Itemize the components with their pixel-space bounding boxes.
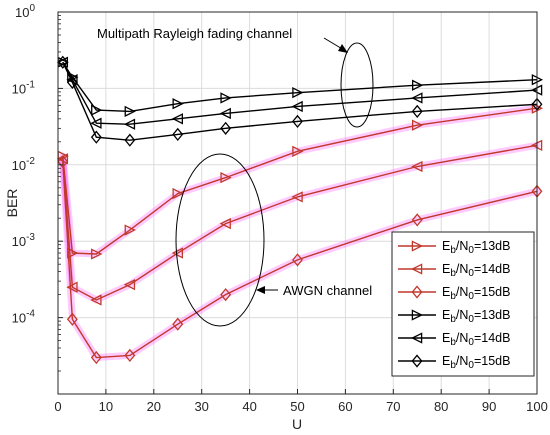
data-point	[220, 287, 232, 302]
legend-swatch-marker	[411, 354, 423, 368]
series-line	[62, 107, 538, 255]
legend-box	[391, 231, 535, 377]
legend-item: Eb/N0=15dB	[398, 285, 510, 302]
data-point	[124, 224, 136, 236]
legend-swatch-marker	[411, 285, 423, 299]
series-line	[62, 61, 538, 125]
legend-label: Eb/N0=15dB	[442, 285, 510, 302]
data-point	[90, 117, 102, 129]
legend-swatch-marker	[410, 263, 423, 275]
data-point	[172, 127, 184, 142]
x-tick-label: 20	[147, 399, 161, 414]
data-point	[412, 119, 424, 131]
data-point	[66, 281, 78, 293]
data-point	[411, 104, 423, 119]
data-point	[220, 92, 232, 104]
series-awgn-1	[56, 139, 543, 306]
legend-item: Eb/N0=14dB	[398, 331, 510, 348]
annotation-ellipse-rayleigh	[340, 42, 374, 128]
data-point	[91, 248, 103, 260]
data-point	[123, 278, 136, 291]
series-line	[62, 144, 538, 301]
x-tick-label: 100	[526, 399, 548, 414]
legend-item: Eb/N0=13dB	[398, 239, 510, 256]
legend: Eb/N0=13dB Eb/N0=14dB Eb/N0=15dB Eb/N0=13dB…	[391, 231, 535, 377]
legend-label: Eb/N0=13dB	[442, 239, 510, 256]
series-rayleigh-3	[57, 56, 544, 118]
annotation-arrowhead	[256, 286, 265, 294]
x-tick-label: 90	[482, 399, 496, 414]
series-line	[62, 61, 538, 141]
data-point	[171, 113, 183, 125]
data-point	[123, 118, 136, 130]
data-point	[124, 348, 136, 363]
data-point	[66, 312, 78, 326]
legend-label: Eb/N0=14dB	[442, 331, 510, 348]
data-point	[171, 247, 183, 259]
data-point	[292, 145, 304, 157]
data-point	[172, 187, 184, 200]
data-point	[91, 104, 103, 116]
data-point	[412, 79, 424, 91]
annotations: Multipath Rayleigh fading channel AWGN ch…	[97, 26, 374, 327]
legend-label: Eb/N0=15dB	[442, 354, 510, 371]
data-point	[411, 92, 423, 104]
axes: 0 10 20 30 40 50 60 70 80 90 10010010-110-210-310-…	[12, 3, 548, 414]
series-awgn-0	[57, 102, 544, 260]
data-point	[291, 191, 303, 203]
annotation-arrowhead	[338, 44, 348, 53]
data-point	[292, 86, 304, 99]
annotation-ellipse-awgn	[175, 153, 265, 327]
data-point	[90, 294, 102, 306]
data-point	[172, 98, 184, 110]
x-tick-label: 80	[434, 399, 448, 414]
legend-swatch-marker	[410, 332, 423, 344]
annotation-rayleigh: Multipath Rayleigh fading channel	[97, 26, 292, 41]
data-point	[292, 253, 303, 267]
x-tick-label: 0	[54, 399, 61, 414]
x-tick-label: 70	[386, 399, 400, 414]
data-point	[57, 55, 69, 69]
legend-label: Eb/N0=13dB	[442, 308, 510, 325]
x-tick-label: 10	[99, 399, 113, 414]
data-point	[90, 130, 102, 144]
data-point	[411, 160, 423, 173]
data-point	[124, 105, 136, 118]
data-point	[220, 171, 232, 184]
y-axis-title: BER	[4, 189, 20, 218]
x-tick-label: 50	[290, 399, 304, 414]
legend-item: Eb/N0=13dB	[398, 308, 510, 325]
legend-item: Eb/N0=14dB	[398, 262, 510, 279]
legend-swatch-marker	[411, 240, 424, 252]
legend-item: Eb/N0=15dB	[398, 354, 510, 371]
data-point	[220, 121, 232, 135]
series-awgn-2	[57, 155, 543, 365]
data-point	[57, 155, 69, 169]
data-point	[291, 100, 303, 113]
series-layer	[56, 55, 544, 365]
data-point	[90, 350, 102, 365]
data-point	[292, 114, 303, 129]
x-axis-title: U	[292, 416, 302, 432]
x-tick-label: 40	[242, 399, 256, 414]
series-rayleigh-5	[57, 55, 543, 147]
series-line	[62, 161, 538, 359]
legend-swatch-marker	[411, 309, 424, 321]
x-tick-label: 30	[194, 399, 208, 414]
x-tick-label: 60	[338, 399, 352, 414]
data-point	[219, 107, 231, 120]
data-point	[66, 75, 78, 89]
data-point	[124, 133, 136, 147]
data-point	[411, 213, 423, 227]
series-line	[62, 61, 538, 113]
data-point	[219, 217, 231, 230]
annotation-awgn: AWGN channel	[283, 283, 372, 298]
data-point	[172, 317, 184, 331]
legend-label: Eb/N0=14dB	[442, 262, 510, 279]
